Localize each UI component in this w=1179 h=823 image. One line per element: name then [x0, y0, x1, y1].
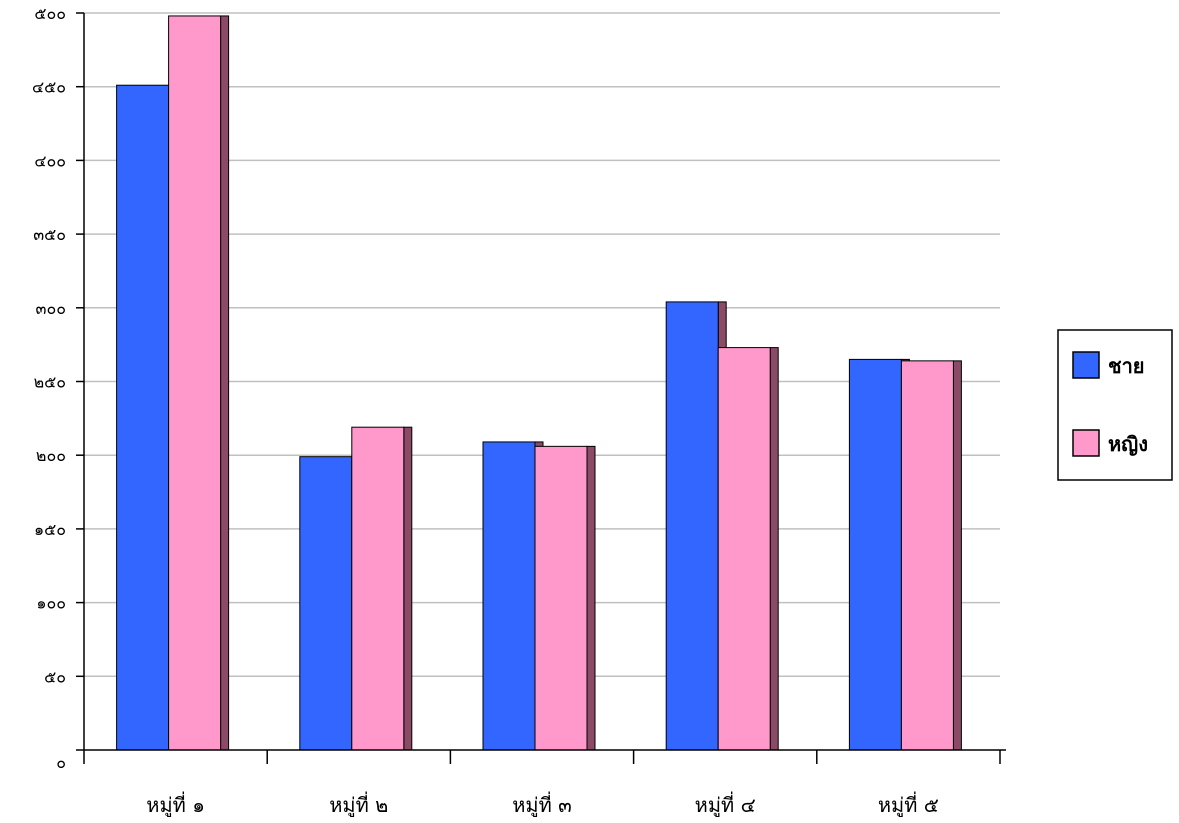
gridlines	[84, 12, 1000, 678]
legend-label: หญิง	[1108, 432, 1148, 456]
y-tick-label: ๔๕๐	[32, 78, 66, 97]
x-tick-label: หมู่ที่ ๑	[146, 791, 205, 818]
x-axis-ticks: หมู่ที่ ๑ หมู่ที่ ๒ หมู่ที่ ๓ หมู่ที่ ๔ หมู่…	[83, 750, 1001, 818]
bar-male	[299, 456, 353, 751]
y-tick-label: ๑๕๐	[34, 520, 66, 539]
bars	[116, 15, 962, 751]
y-tick-label: ๑๐๐	[36, 594, 66, 613]
bar-shadow	[952, 360, 962, 751]
legend-swatch	[1072, 351, 1100, 379]
bar-female	[900, 360, 954, 751]
x-tick-label: หมู่ที่ ๓	[512, 791, 572, 818]
bar-male	[848, 358, 902, 751]
bar-female	[717, 347, 771, 751]
legend-swatch	[1072, 429, 1100, 457]
bar-shadow	[769, 347, 779, 751]
y-tick-label: ๕๐	[44, 667, 66, 686]
x-tick-label: หมู่ที่ ๕	[878, 791, 939, 818]
bar-female	[534, 445, 588, 751]
bar-shadow	[220, 15, 230, 751]
y-tick-label: ๐	[56, 753, 66, 772]
x-tick-label: หมู่ที่ ๔	[695, 791, 756, 818]
y-tick-label: ๓๐๐	[36, 299, 66, 318]
bar-female	[351, 426, 405, 751]
bar-male	[665, 301, 719, 751]
y-tick-label: ๒๕๐	[34, 373, 66, 392]
bar-shadow	[586, 445, 596, 751]
bar-female	[168, 15, 222, 751]
y-tick-label: ๓๕๐	[33, 225, 66, 244]
bar-male	[116, 84, 170, 751]
legend-label: ชาย	[1108, 354, 1145, 378]
y-tick-label: ๔๐๐	[34, 151, 66, 170]
x-tick-label: หมู่ที่ ๒	[329, 791, 388, 818]
bar-shadow	[403, 426, 413, 751]
bar-male	[482, 441, 536, 751]
y-tick-label: ๒๐๐	[36, 446, 66, 465]
y-tick-label: ๕๐๐	[34, 4, 66, 23]
y-axis-ticks: ๐ ๕๐ ๑๐๐ ๑๕๐ ๒๐๐ ๒๕๐ ๓๐๐ ๓๕๐ ๔๐๐ ๔๕๐ ๕๐๐	[32, 4, 84, 772]
